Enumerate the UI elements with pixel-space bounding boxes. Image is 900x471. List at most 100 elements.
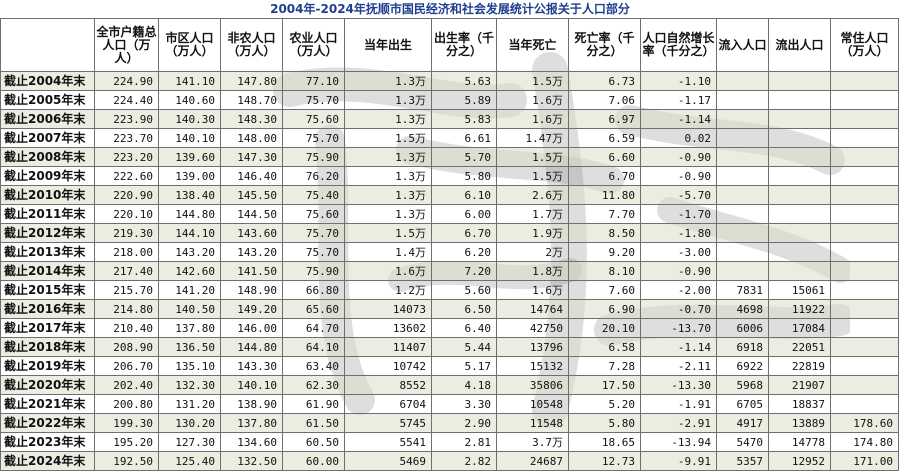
table-cell: 137.80 [158,318,221,338]
table-cell: 134.60 [220,432,283,452]
column-header: 常住人口（万人） [830,18,899,72]
table-cell: 22819 [768,356,831,376]
table-cell: -13.70 [640,318,717,338]
table-cell: 148.90 [220,280,283,300]
table-cell: -0.90 [640,261,717,281]
table-cell: 146.40 [220,166,283,186]
table-cell: 5470 [716,432,769,452]
table-cell: 125.40 [158,451,221,471]
table-cell: 1.5万 [496,166,569,186]
table-cell: 149.20 [220,299,283,319]
table-cell: 1.3万 [344,147,432,167]
table-cell: 1.3万 [344,109,432,129]
row-label: 截止2005年末 [0,90,95,110]
table-cell: 6.70 [431,223,497,243]
table-cell: 178.60 [830,413,899,433]
table-cell: 223.70 [94,128,159,148]
table-cell: 6.20 [431,242,497,262]
table-cell: 12952 [768,451,831,471]
table-cell: 6006 [716,318,769,338]
table-cell: 202.40 [94,375,159,395]
table-cell: 139.60 [158,147,221,167]
table-cell: 5.89 [431,90,497,110]
table-row: 截止2007年末 223.70 140.10 148.00 75.70 1.5万 6.61 1… [0,128,899,148]
table-row: 截止2022年末 199.30 130.20 137.80 61.50 5745 2.90 1… [0,413,899,433]
table-cell: 77.10 [282,71,345,91]
table-cell [716,147,769,167]
row-label: 截止2010年末 [0,185,95,205]
table-row: 截止2023年末 195.20 127.30 134.60 60.50 5541 2.81 3… [0,432,899,452]
table-cell: 220.90 [94,185,159,205]
table-cell: 215.70 [94,280,159,300]
table-cell: 199.30 [94,413,159,433]
table-cell [716,261,769,281]
table-cell: 9.20 [568,242,641,262]
table-cell [716,109,769,129]
table-cell: 75.70 [282,128,345,148]
table-cell: 143.20 [220,242,283,262]
table-cell: 7.70 [568,204,641,224]
table-cell: 6.10 [431,185,497,205]
column-header: 人口自然增长率（千分之） [640,18,717,72]
table-cell: 220.10 [94,204,159,224]
table-cell: 6.90 [568,299,641,319]
column-header: 非农人口（万人） [220,18,283,72]
table-cell: 132.50 [220,451,283,471]
table-cell: 148.70 [220,90,283,110]
table-cell: 1.3万 [344,71,432,91]
table-cell: 4917 [716,413,769,433]
table-cell: 3.7万 [496,432,569,452]
table-cell: 75.60 [282,109,345,129]
table-cell: -1.17 [640,90,717,110]
table-cell: -0.70 [640,299,717,319]
table-cell [768,204,831,224]
table-cell: 62.30 [282,375,345,395]
table-cell: 136.50 [158,337,221,357]
table-cell: 60.00 [282,451,345,471]
table-cell: 195.20 [94,432,159,452]
table-cell: 219.30 [94,223,159,243]
table-cell: 1.47万 [496,128,569,148]
table-cell [830,109,899,129]
table-cell [716,166,769,186]
table-cell: 6.00 [431,204,497,224]
table-cell: 1.6万 [344,261,432,281]
table-cell: 5745 [344,413,432,433]
table-cell: 145.50 [220,185,283,205]
table-cell: 6.58 [568,337,641,357]
table-row: 截止2004年末 224.90 141.10 147.80 77.10 1.3万 5.63 1… [0,71,899,91]
row-label: 截止2017年末 [0,318,95,338]
table-cell: 224.90 [94,71,159,91]
table-cell: 5968 [716,375,769,395]
table-cell [768,242,831,262]
table-cell [830,318,899,338]
column-header: 市区人口（万人） [158,18,221,72]
table-cell: 1.5万 [496,147,569,167]
table-header: 全市户籍总人口（万人） 市区人口（万人） 非农人口（万人） 农业人口（万人） 当年出生出… [0,18,899,72]
table-cell: 143.60 [220,223,283,243]
table-cell: 6.40 [431,318,497,338]
table-cell: 5357 [716,451,769,471]
table-cell: 75.60 [282,204,345,224]
column-header: 当年出生 [344,18,432,72]
table-cell: 11922 [768,299,831,319]
table-cell [716,223,769,243]
table-row: 截止2009年末 222.60 139.00 146.40 76.20 1.3万 5.80 1… [0,166,899,186]
table-cell: 35806 [496,375,569,395]
table-cell: 10742 [344,356,432,376]
row-label: 截止2012年末 [0,223,95,243]
table-cell: 6705 [716,394,769,414]
table-cell: 218.00 [94,242,159,262]
table-cell [830,337,899,357]
table-cell: 132.30 [158,375,221,395]
table-cell: 1.3万 [344,185,432,205]
table-cell: 1.6万 [496,90,569,110]
table-cell: 127.30 [158,432,221,452]
table-cell: 135.10 [158,356,221,376]
row-label: 截止2009年末 [0,166,95,186]
row-label: 截止2013年末 [0,242,95,262]
table-cell [830,90,899,110]
table-cell: 138.90 [220,394,283,414]
column-header: 流出人口 [768,18,831,72]
table-cell [830,128,899,148]
